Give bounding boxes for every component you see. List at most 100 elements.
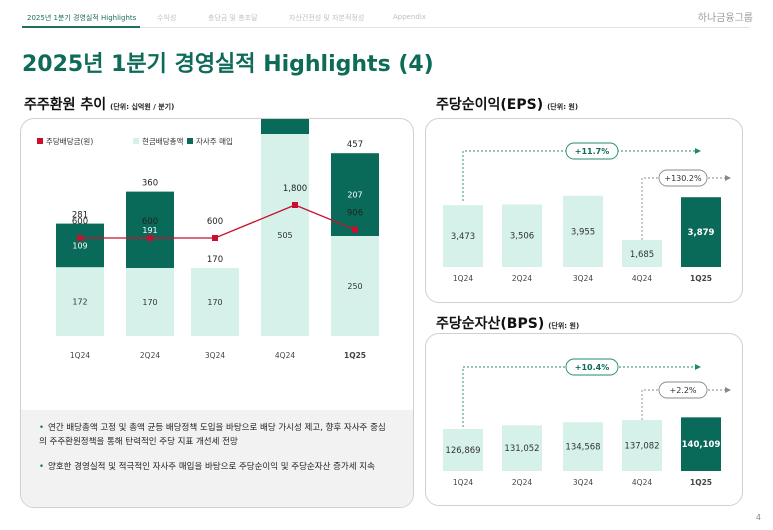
qoq-badge-label: +130.2% [664,174,702,183]
x-tick-label: 1Q25 [344,351,366,360]
notes-box: • 연간 배당총액 고정 및 총액 균등 배당정책 도입을 바탕으로 배당 가시성… [21,410,413,507]
dividend-per-share-point [77,235,83,241]
bar [502,425,542,471]
legend-label-buyback: 자사주 매입 [196,137,233,146]
bar-total-label: 360 [142,179,158,189]
bar-cash-dividend [126,268,174,336]
bar-total-label: 457 [347,140,363,150]
page-title: 2025년 1분기 경영실적 Highlights (4) [22,52,434,77]
x-tick-label: 2Q24 [512,478,532,487]
shareholder-return-chart: 주당배당금(원) 현금배당총액 자사주 매입 172 109 281 1Q24 170 191 3… [37,119,379,360]
x-tick-label: 4Q24 [275,351,295,360]
bar-label-buyback: 109 [72,241,87,250]
bar-label-cash-dividend: 250 [347,282,362,291]
section-title-eps: 주당순이익(EPS) (단위: 원) [436,94,578,114]
bar [622,420,662,471]
section-unit: (단위: 원) [548,322,580,330]
bar [443,429,483,471]
growth-arrow-line [462,366,695,427]
dividend-per-share-label: 600 [207,217,223,227]
x-tick-label: 1Q24 [70,351,90,360]
nav-divider [22,27,750,28]
bar-label-buyback: 191 [142,226,157,235]
shareholder-return-panel: 주당배당금(원) 현금배당총액 자사주 매입 172 109 281 1Q24 170 191 3… [20,118,414,508]
growth-badge [565,358,619,376]
growth-badge-label: +10.4% [575,363,609,372]
x-tick-label: 2Q24 [140,351,160,360]
dividend-per-share-point [212,235,218,241]
qoq-badge-label: +2.2% [669,386,696,395]
nav-tab-highlights[interactable]: 2025년 1분기 경영실적 Highlights [27,14,137,22]
bar [622,240,662,267]
dividend-per-share-label: 1,800 [283,184,307,194]
bar-value-label: 3,473 [451,232,475,242]
qoq-badge [658,381,708,399]
x-tick-label: 3Q24 [573,274,593,283]
x-tick-label: 4Q24 [632,478,652,487]
dividend-per-share-label: 906 [347,209,363,219]
bar-cash-dividend [191,268,239,336]
x-tick-label: 1Q25 [690,478,712,487]
dividend-per-share-point [292,202,298,208]
bar-cash-dividend [56,267,104,336]
bar-value-label: 1,685 [630,250,654,260]
bar-total-label: 170 [207,255,223,265]
legend-swatch-buyback [187,138,193,144]
bar [502,204,542,267]
section-title-text: 주당순자산(BPS) [436,316,545,332]
bar-value-label: 131,052 [504,444,539,454]
nav-tab-appendix[interactable]: Appendix [393,13,426,21]
nav-tab-provisions[interactable]: 충당금 및 충조달 [208,14,258,22]
x-tick-label: 3Q24 [573,478,593,487]
bar-label-cash-dividend: 170 [207,298,222,307]
bar-value-label: 137,082 [624,442,659,452]
bar-buyback [261,119,309,134]
x-tick-label: 1Q24 [453,274,473,283]
bar-cash-dividend [331,236,379,336]
section-title-text: 주당순이익(EPS) [436,97,544,113]
eps-panel: 3,473 1Q24 3,506 2Q24 3,955 3Q24 1,685 4Q24 3,87… [425,118,743,303]
x-tick-label: 2Q24 [512,274,532,283]
dividend-per-share-label: 600 [142,217,158,227]
nav-active-indicator [22,26,140,28]
note-text: 양호한 경영실적 및 적극적인 자사주 매입을 바탕으로 주당순이익 및 주당순… [48,462,375,472]
nav-tab-asset-quality[interactable]: 자산건전성 및 자본적정성 [289,14,365,22]
eps-chart: 3,473 1Q24 3,506 2Q24 3,955 3Q24 1,685 4Q24 3,87… [443,142,731,283]
section-unit: (단위: 십억원 / 분기) [110,103,175,111]
bar [681,197,721,267]
bar-label-cash-dividend: 170 [142,298,157,307]
bar-cash-dividend [261,134,309,336]
bar-buyback [331,153,379,236]
top-nav: 2025년 1분기 경영실적 Highlights 수익성 충당금 및 충조달 … [0,0,773,30]
dividend-per-share-point [147,235,153,241]
bps-panel: 126,869 1Q24 131,052 2Q24 134,568 3Q24 137,082… [425,333,743,506]
growth-badge [565,142,619,160]
page-number: 4 [755,513,761,522]
dividend-per-share-label: 600 [72,217,88,227]
bar-value-label: 3,506 [510,232,534,242]
bar-label-buyback: 207 [347,191,362,200]
qoq-arrow-head [725,387,731,393]
legend-label-dividend-per-share: 주당배당금(원) [46,136,93,146]
bar-label-buyback: 97 [280,119,290,120]
bar [443,205,483,267]
qoq-arrow-head [725,175,731,181]
brand-logo-text: 하나금융그룹 [697,13,753,24]
bar-buyback [56,223,104,268]
dividend-per-share-point [352,226,358,233]
x-tick-label: 4Q24 [632,274,652,283]
legend-swatch-dividend-per-share [37,138,43,144]
growth-arrow-head [695,148,701,154]
section-unit: (단위: 원) [547,103,579,111]
bar [681,417,721,471]
section-title-bps: 주당순자산(BPS) (단위: 원) [436,313,579,333]
bar-value-label: 3,879 [688,228,715,238]
nav-tab-profitability[interactable]: 수익성 [157,14,177,22]
bar-value-label: 134,568 [565,443,600,453]
legend-swatch-cash-dividend [133,138,139,144]
bar [563,422,603,471]
x-tick-label: 1Q25 [690,274,712,283]
bps-chart: 126,869 1Q24 131,052 2Q24 134,568 3Q24 137,082… [443,358,731,487]
x-tick-label: 3Q24 [205,351,225,360]
bar-total-label: 281 [72,211,88,221]
